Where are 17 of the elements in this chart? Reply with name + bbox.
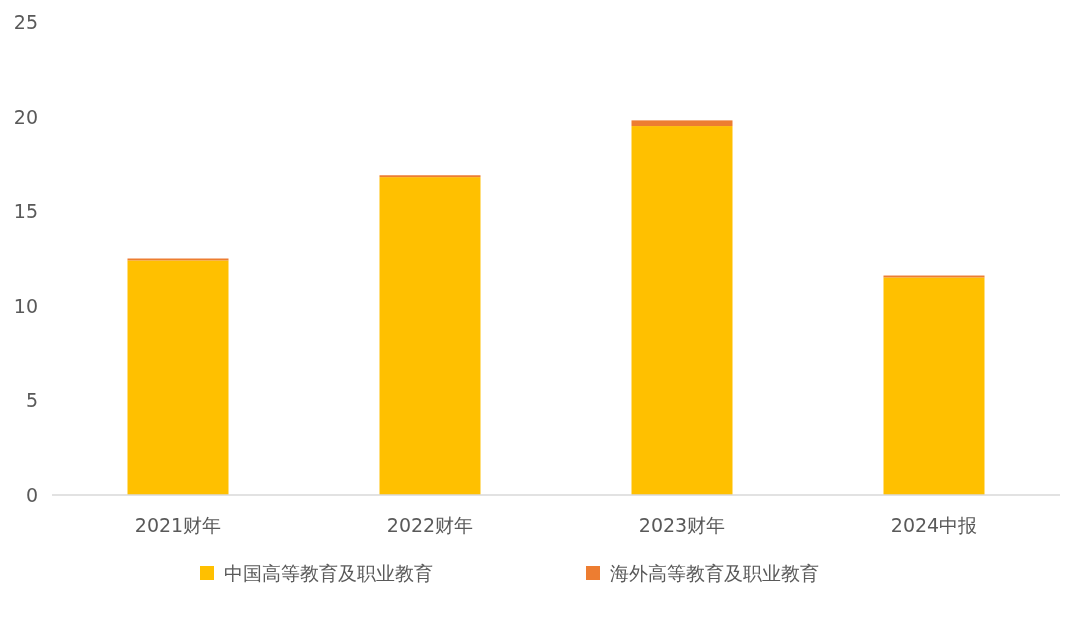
y-tick-label: 25 [13, 11, 38, 33]
bar [127, 260, 229, 495]
y-tick-label: 20 [13, 105, 38, 128]
legend-label: 中国高等教育及职业教育 [224, 562, 433, 584]
bar [379, 177, 481, 495]
y-tick-label: 15 [13, 200, 38, 223]
y-tick-label: 0 [25, 484, 38, 506]
y-tick-label: 10 [13, 294, 38, 317]
bar [631, 120, 733, 127]
x-tick-label: 2021财年 [134, 514, 222, 536]
x-tick-label: 2022财年 [386, 514, 474, 536]
bar [631, 126, 733, 495]
bar [883, 277, 985, 495]
legend-label: 海外高等教育及职业教育 [610, 562, 819, 584]
x-tick-label: 2024中报 [890, 514, 978, 536]
x-tick-label: 2023财年 [638, 514, 726, 536]
y-tick-label: 5 [25, 389, 38, 412]
